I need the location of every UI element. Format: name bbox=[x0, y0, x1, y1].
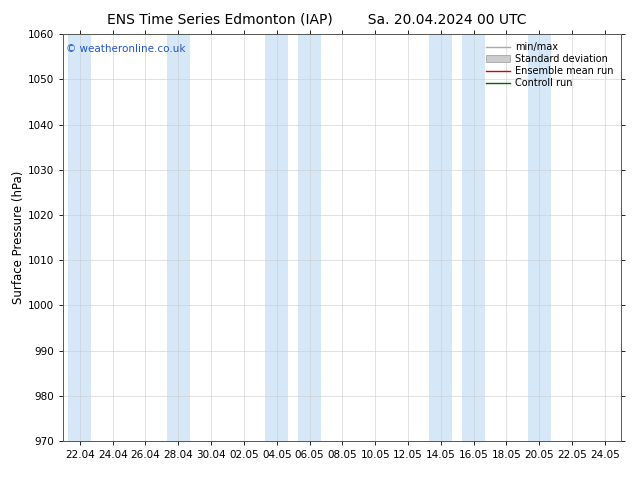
Bar bbox=[429, 34, 452, 441]
Text: © weatheronline.co.uk: © weatheronline.co.uk bbox=[66, 45, 186, 54]
Bar bbox=[68, 34, 91, 441]
Bar bbox=[265, 34, 288, 441]
Legend: min/max, Standard deviation, Ensemble mean run, Controll run: min/max, Standard deviation, Ensemble me… bbox=[483, 39, 616, 91]
Bar bbox=[298, 34, 321, 441]
Bar bbox=[462, 34, 485, 441]
Bar bbox=[167, 34, 190, 441]
Text: ENS Time Series Edmonton (IAP)        Sa. 20.04.2024 00 UTC: ENS Time Series Edmonton (IAP) Sa. 20.04… bbox=[107, 12, 527, 26]
Bar bbox=[527, 34, 551, 441]
Y-axis label: Surface Pressure (hPa): Surface Pressure (hPa) bbox=[12, 171, 25, 304]
